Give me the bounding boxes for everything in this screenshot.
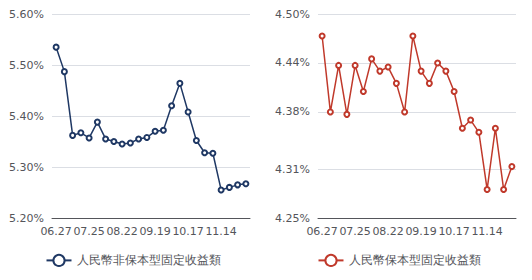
svg-text:11.14: 11.14 [205,225,237,238]
svg-text:08.22: 08.22 [372,225,404,238]
svg-text:5.30%: 5.30% [9,161,44,174]
svg-text:07.25: 07.25 [73,225,105,238]
svg-text:4.25%: 4.25% [275,212,310,225]
svg-text:07.25: 07.25 [339,225,371,238]
svg-text:人民幣非保本型固定收益類: 人民幣非保本型固定收益類 [77,253,221,267]
svg-text:10.17: 10.17 [438,225,470,238]
svg-text:5.50%: 5.50% [9,59,44,72]
svg-text:4.44%: 4.44% [275,56,310,69]
svg-text:09.19: 09.19 [405,225,437,238]
svg-text:11.14: 11.14 [471,225,503,238]
svg-text:4.31%: 4.31% [275,163,310,176]
svg-text:06.27: 06.27 [40,225,72,238]
svg-text:4.50%: 4.50% [275,8,310,21]
svg-text:4.38%: 4.38% [275,105,310,118]
svg-text:5.60%: 5.60% [9,8,44,21]
svg-text:10.17: 10.17 [172,225,204,238]
svg-text:08.22: 08.22 [106,225,138,238]
svg-text:5.20%: 5.20% [9,212,44,225]
svg-text:5.40%: 5.40% [9,110,44,123]
svg-text:人民幣保本型固定收益類: 人民幣保本型固定收益類 [349,253,481,267]
svg-text:09.19: 09.19 [139,225,171,238]
svg-text:06.27: 06.27 [306,225,338,238]
